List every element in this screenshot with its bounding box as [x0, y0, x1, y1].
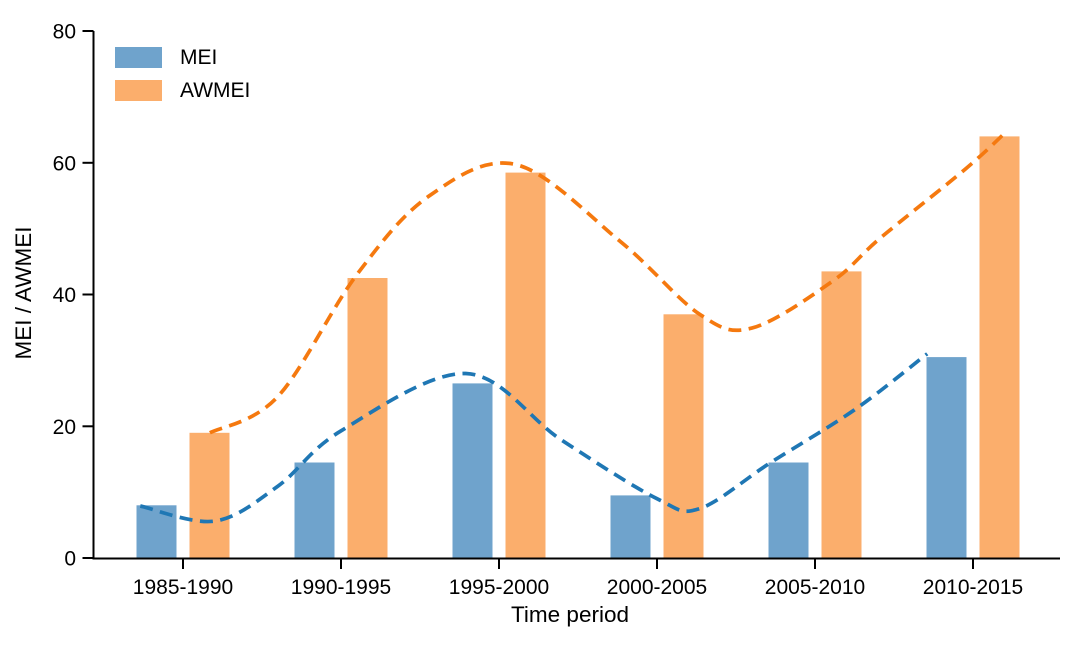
awmei-bar	[189, 432, 230, 558]
mei-trend-line	[139, 352, 929, 524]
legend-label-mei: MEI	[180, 46, 217, 69]
legend-swatch-awmei	[115, 80, 162, 101]
y-tick-label: 20	[53, 416, 76, 439]
mei-bar	[768, 462, 809, 558]
mei-bar	[610, 495, 651, 558]
bars-layer	[136, 136, 1020, 558]
legend: MEI AWMEI	[115, 46, 250, 102]
y-tick-label: 40	[53, 284, 76, 307]
awmei-bar	[505, 172, 546, 558]
legend-swatch-mei	[115, 47, 162, 68]
x-tick-label: 1995-2000	[449, 576, 549, 599]
x-tick-label: 2010-2015	[923, 576, 1023, 599]
x-tick-label: 1985-1990	[133, 576, 233, 599]
awmei-bar	[663, 314, 704, 558]
axis-spines	[92, 31, 1060, 560]
legend-label-awmei: AWMEI	[180, 79, 250, 102]
awmei-bar	[347, 278, 388, 558]
x-tick-label: 2000-2005	[607, 576, 707, 599]
mei-bar	[452, 383, 493, 558]
awmei-bar	[979, 136, 1020, 558]
y-tick-label: 80	[53, 21, 76, 44]
mei-bar	[294, 462, 335, 558]
y-tick-label: 60	[53, 152, 76, 175]
awmei-trend-line	[209, 130, 1008, 435]
axis-ticks-layer: 0 20 40 60 80 1985-1990 1990-1995 1995-2000 2000…	[53, 21, 1024, 600]
y-axis-title: MEI / AWMEI	[11, 227, 36, 360]
mei-bar	[926, 357, 967, 558]
x-axis-title: Time period	[511, 602, 629, 627]
x-tick-label: 2005-2010	[765, 576, 865, 599]
y-tick-label: 0	[64, 548, 76, 571]
x-tick-label: 1990-1995	[291, 576, 391, 599]
awmei-bar	[821, 271, 862, 558]
trend-lines-layer	[139, 130, 1008, 524]
